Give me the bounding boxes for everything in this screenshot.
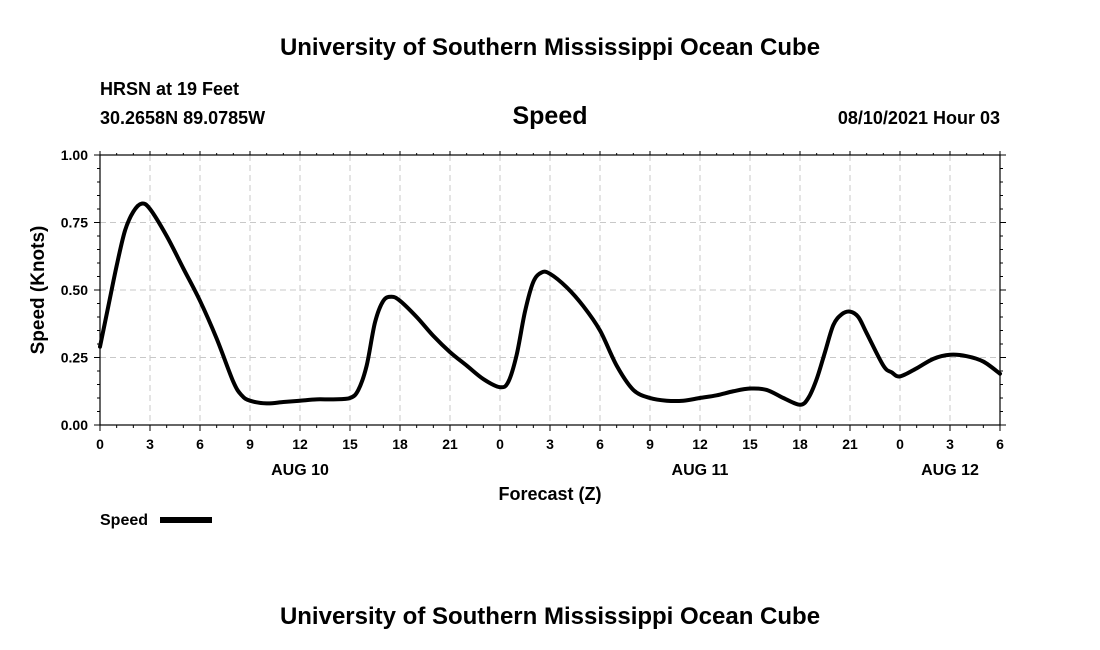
legend-swatch bbox=[160, 517, 212, 523]
x-tick-label: 0 bbox=[896, 436, 904, 452]
chart-title: Speed bbox=[512, 102, 587, 130]
x-tick-label: 12 bbox=[692, 436, 708, 452]
grid-lines bbox=[100, 155, 1000, 425]
page-title: University of Southern Mississippi Ocean… bbox=[280, 34, 820, 61]
x-tick-label: 12 bbox=[292, 436, 308, 452]
x-tick-label: 0 bbox=[96, 436, 104, 452]
x-tick-label: 21 bbox=[442, 436, 458, 452]
date-labels: AUG 10 AUG 11 AUG 12 bbox=[271, 462, 979, 479]
x-tick-label: 6 bbox=[996, 436, 1004, 452]
legend: Speed bbox=[100, 512, 212, 529]
station-label: HRSN at 19 Feet bbox=[100, 79, 239, 99]
y-tick-label: 0.00 bbox=[61, 417, 88, 433]
x-tick-label: 3 bbox=[546, 436, 554, 452]
y-tick-label: 0.50 bbox=[61, 282, 88, 298]
y-tick-labels: 0.00 0.25 0.50 0.75 1.00 bbox=[61, 147, 88, 433]
x-axis-title: Forecast (Z) bbox=[498, 484, 601, 504]
x-tick-label: 21 bbox=[842, 436, 858, 452]
x-tick-label: 18 bbox=[792, 436, 808, 452]
date-label: AUG 12 bbox=[921, 462, 979, 479]
series-line-speed bbox=[98, 201, 1002, 407]
x-tick-label: 15 bbox=[742, 436, 758, 452]
y-tick-label: 1.00 bbox=[61, 147, 88, 163]
x-tick-label: 3 bbox=[946, 436, 954, 452]
x-tick-label: 6 bbox=[196, 436, 204, 452]
footer-title: University of Southern Mississippi Ocean… bbox=[280, 603, 820, 630]
axis-ticks bbox=[94, 151, 1006, 431]
x-tick-label: 0 bbox=[496, 436, 504, 452]
date-label: AUG 10 bbox=[271, 462, 329, 479]
date-label: AUG 11 bbox=[672, 462, 729, 479]
x-tick-label: 18 bbox=[392, 436, 408, 452]
coordinates-label: 30.2658N 89.0785W bbox=[100, 108, 265, 128]
y-tick-label: 0.25 bbox=[61, 350, 88, 366]
legend-label: Speed bbox=[100, 512, 148, 529]
series-layer bbox=[98, 201, 1002, 407]
timestamp-label: 08/10/2021 Hour 03 bbox=[838, 108, 1000, 128]
y-axis-title: Speed (Knots) bbox=[28, 226, 49, 355]
x-tick-label: 3 bbox=[146, 436, 154, 452]
x-tick-label: 15 bbox=[342, 436, 358, 452]
x-tick-label: 9 bbox=[246, 436, 254, 452]
x-tick-label: 9 bbox=[646, 436, 654, 452]
y-tick-label: 0.75 bbox=[61, 215, 88, 231]
x-tick-label: 6 bbox=[596, 436, 604, 452]
x-tick-labels: 0 3 6 9 12 15 18 21 0 3 6 9 12 15 18 21 0 3 6 bbox=[96, 436, 1004, 452]
